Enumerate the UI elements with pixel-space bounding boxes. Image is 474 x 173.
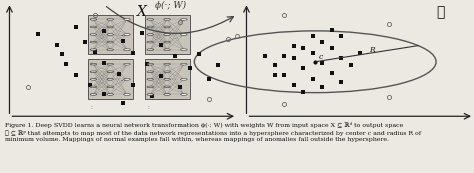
Circle shape [107,34,113,35]
Text: ...: ... [118,29,126,38]
Text: Χ: Χ [137,5,147,19]
Circle shape [124,79,130,80]
Circle shape [90,94,97,95]
Circle shape [147,26,154,28]
Circle shape [147,19,154,20]
Text: :: : [147,105,149,110]
FancyBboxPatch shape [145,59,190,99]
Circle shape [107,41,113,43]
Circle shape [90,49,97,51]
FancyBboxPatch shape [88,59,133,99]
FancyBboxPatch shape [88,15,133,54]
Circle shape [147,49,154,51]
Circle shape [90,79,97,80]
Circle shape [164,34,170,35]
Circle shape [164,49,170,51]
Circle shape [164,63,170,65]
Text: ...: ... [118,74,126,83]
Circle shape [147,63,154,65]
Circle shape [124,19,130,20]
Circle shape [90,19,97,20]
Circle shape [164,71,170,73]
Circle shape [107,71,113,73]
Text: Figure 1. Deep SVDD learns a neural network transformation ϕ(·; W) with weights : Figure 1. Deep SVDD learns a neural netw… [5,122,421,142]
Circle shape [90,71,97,73]
FancyBboxPatch shape [145,15,190,54]
Circle shape [164,26,170,28]
Circle shape [107,86,113,88]
Circle shape [147,79,154,80]
Circle shape [164,94,170,95]
Circle shape [124,49,130,51]
Text: :: : [147,61,149,66]
Circle shape [124,63,130,65]
Circle shape [107,19,113,20]
Circle shape [90,34,97,35]
Circle shape [124,94,130,95]
Circle shape [181,34,187,35]
Circle shape [107,26,113,28]
Circle shape [181,94,187,95]
Circle shape [107,49,113,51]
Text: :: : [90,61,92,66]
Circle shape [147,94,154,95]
Circle shape [90,63,97,65]
Circle shape [164,19,170,20]
Circle shape [147,71,154,73]
Circle shape [107,63,113,65]
Circle shape [124,34,130,35]
Circle shape [90,86,97,88]
Circle shape [164,41,170,43]
Text: ϕ(·; W): ϕ(·; W) [155,1,186,10]
Circle shape [90,26,97,28]
Circle shape [181,19,187,20]
Circle shape [107,94,113,95]
Circle shape [147,86,154,88]
Circle shape [181,49,187,51]
Circle shape [147,34,154,35]
Text: ℱ: ℱ [437,5,445,19]
Text: R: R [369,47,375,54]
Text: c: c [319,53,323,61]
Text: :: : [90,105,92,110]
Circle shape [147,41,154,43]
Circle shape [164,79,170,80]
Circle shape [181,63,187,65]
Circle shape [181,79,187,80]
Circle shape [90,41,97,43]
Circle shape [164,86,170,88]
Circle shape [107,79,113,80]
